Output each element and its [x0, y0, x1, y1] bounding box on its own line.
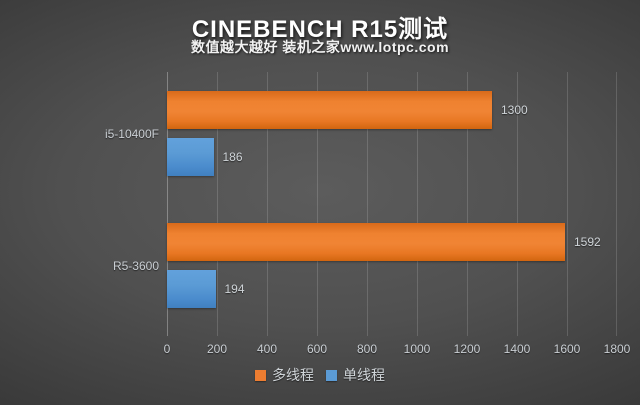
x-tick-label: 1400 — [503, 342, 531, 356]
x-tick-label: 0 — [163, 342, 171, 356]
legend-item-singlethread: 单线程 — [326, 365, 385, 385]
grid-line — [267, 72, 268, 336]
grid-line — [367, 72, 368, 336]
x-tick-label: 400 — [256, 342, 278, 356]
grid-line — [517, 72, 518, 336]
x-tick-label: 1000 — [403, 342, 431, 356]
legend-label-singlethread: 单线程 — [343, 367, 385, 383]
category-label: R5-3600 — [112, 259, 159, 273]
category-label: i5-10400F — [104, 127, 159, 141]
grid-line — [417, 72, 418, 336]
legend-item-multithread: 多线程 — [255, 365, 314, 385]
grid-line — [317, 72, 318, 336]
x-tick-label: 600 — [306, 342, 328, 356]
grid-line — [567, 72, 568, 336]
x-tick-label: 1800 — [603, 342, 631, 356]
singlethread-legend-swatch — [326, 369, 337, 381]
grid-line — [217, 72, 218, 336]
chart-subtitle: 数值越大越好 装机之家www.lotpc.com — [190, 39, 450, 55]
y-axis-line — [167, 72, 168, 336]
bar-singlethread-i5-10400f — [167, 138, 214, 176]
value-label: 1592 — [574, 235, 601, 249]
value-label: 186 — [222, 150, 243, 164]
bar-multithread-i5-10400f — [167, 91, 492, 129]
multithread-legend-swatch — [255, 369, 266, 381]
x-tick-label: 200 — [206, 342, 228, 356]
bar-multithread-r5-3600 — [167, 223, 565, 261]
x-tick-label: 1600 — [553, 342, 581, 356]
legend: 多线程 单线程 — [0, 365, 640, 385]
legend-label-multithread: 多线程 — [272, 367, 314, 383]
chart-title: CINEBENCH R15测试 — [191, 16, 449, 43]
grid-line — [467, 72, 468, 336]
value-label: 1300 — [501, 103, 528, 117]
plot-area: 0 200 400 600 800 1000 1200 1400 1600 1800 1300 186… — [105, 72, 630, 356]
x-tick-label: 1200 — [453, 342, 481, 356]
value-label: 194 — [224, 282, 245, 296]
grid-line — [616, 72, 617, 336]
bar-singlethread-r5-3600 — [167, 270, 216, 308]
x-tick-label: 800 — [356, 342, 378, 356]
